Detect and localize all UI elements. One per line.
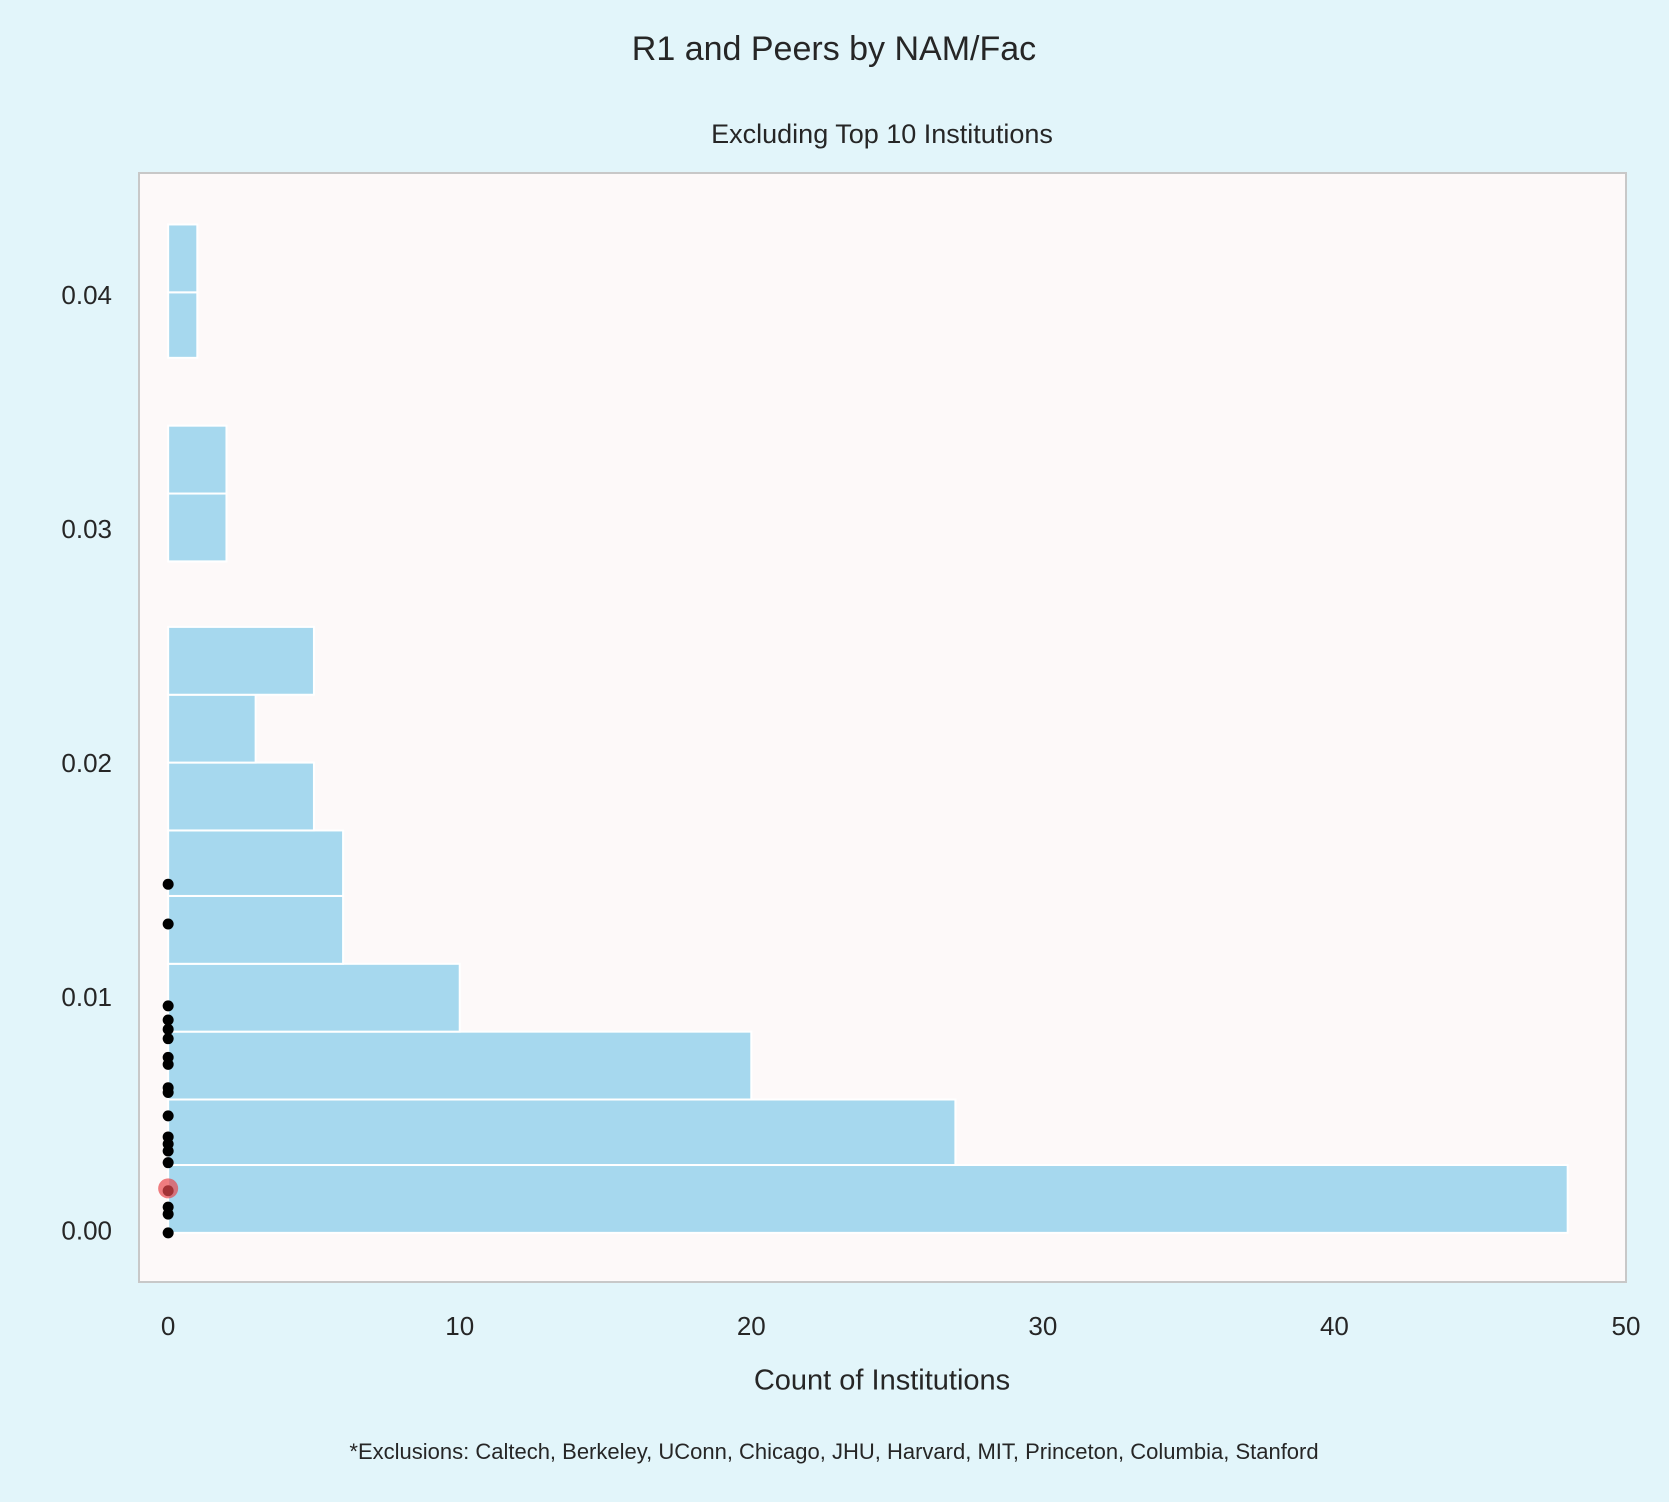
x-axis-label: Count of Institutions <box>754 1365 1010 1397</box>
bar <box>167 693 257 764</box>
chart-title: R1 and Peers by NAM/Fac <box>632 30 1036 68</box>
point <box>162 1086 174 1098</box>
x-tick-label: 10 <box>445 1311 474 1341</box>
bar <box>167 761 315 832</box>
y-tick-label: 0.03 <box>61 514 112 544</box>
x-tick-label: 40 <box>1320 1311 1349 1341</box>
bar <box>167 829 345 897</box>
bar <box>167 223 199 294</box>
point <box>162 1157 174 1169</box>
bar <box>167 291 199 359</box>
bar <box>167 1030 753 1101</box>
point <box>162 1110 174 1122</box>
point <box>162 878 174 890</box>
y-tick-label: 0.02 <box>61 748 112 778</box>
point <box>162 1023 174 1035</box>
x-tick-label: 20 <box>737 1311 766 1341</box>
x-tick-label: 0 <box>161 1311 175 1341</box>
point <box>162 1000 174 1012</box>
point <box>162 1208 174 1220</box>
y-tick-label: 0.04 <box>61 280 112 310</box>
chart-subtitle: Excluding Top 10 Institutions <box>711 119 1053 149</box>
point <box>162 1033 174 1045</box>
y-tick-label: 0.00 <box>61 1216 112 1246</box>
bar <box>167 492 228 563</box>
x-tick-label: 50 <box>1612 1311 1641 1341</box>
point <box>162 1227 174 1239</box>
bar <box>167 962 461 1033</box>
bar <box>167 1098 957 1167</box>
point <box>162 918 174 930</box>
point <box>158 1178 179 1199</box>
bar <box>167 424 228 495</box>
bar <box>167 625 315 696</box>
y-tick-label: 0.01 <box>61 982 112 1012</box>
point <box>162 1014 174 1026</box>
footnote: *Exclusions: Caltech, Berkeley, UConn, C… <box>349 1439 1318 1464</box>
bar <box>167 894 345 965</box>
x-tick-label: 30 <box>1028 1311 1057 1341</box>
point <box>162 1058 174 1070</box>
bar <box>167 1164 1569 1234</box>
point <box>162 1145 174 1157</box>
